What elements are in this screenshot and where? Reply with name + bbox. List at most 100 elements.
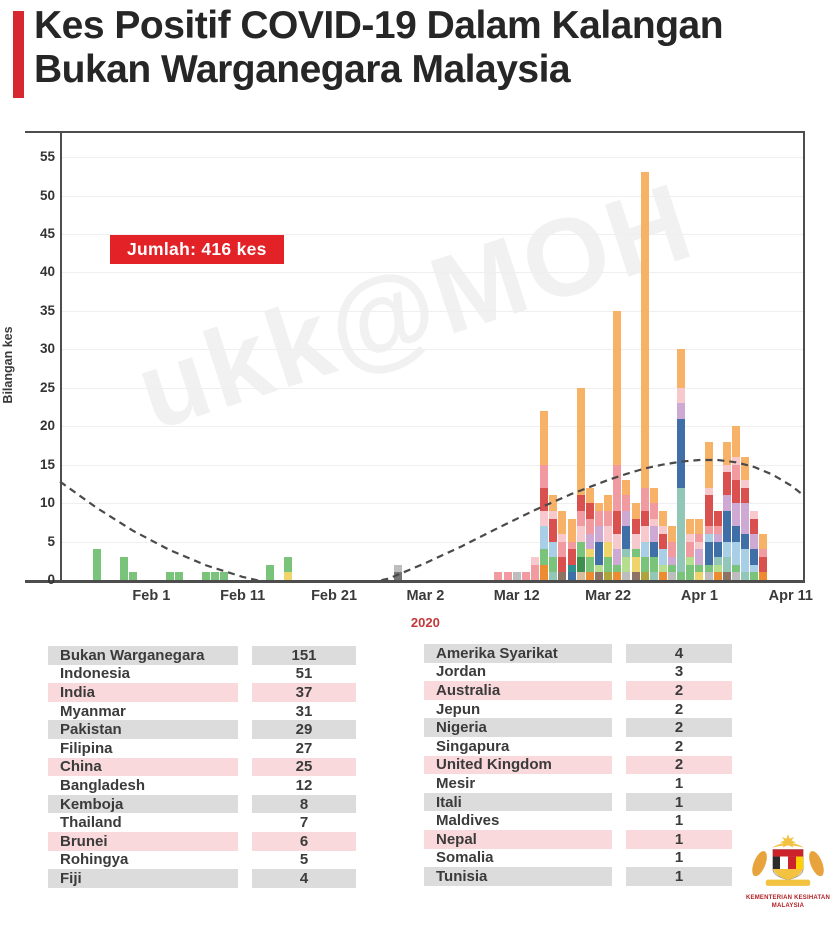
chart-bar xyxy=(750,510,759,580)
bar-segment xyxy=(558,510,567,534)
count-cell: 2 xyxy=(626,718,732,737)
table-row: Myanmar 31 xyxy=(48,701,356,721)
gridline xyxy=(62,272,803,274)
bar-segment xyxy=(731,426,740,457)
bar-segment xyxy=(731,572,740,580)
y-tick-label: 25 xyxy=(39,379,55,395)
gridline xyxy=(62,157,803,159)
bar-segment xyxy=(658,510,667,527)
bar-segment xyxy=(549,518,558,542)
bar-segment xyxy=(640,172,649,488)
bar-segment xyxy=(750,572,759,580)
gridline xyxy=(62,310,803,312)
bar-segment xyxy=(695,518,704,534)
chart-bar xyxy=(677,349,686,580)
count-cell: 4 xyxy=(626,644,732,663)
bar-segment xyxy=(631,518,640,534)
bar-segment xyxy=(604,526,613,542)
bar-segment xyxy=(731,457,740,465)
chart-bar xyxy=(266,564,275,580)
bar-segment xyxy=(741,480,750,488)
x-tick-label: Mar 22 xyxy=(585,588,632,604)
count-cell: 1 xyxy=(626,774,732,793)
bar-segment xyxy=(567,541,576,550)
chart-bar xyxy=(211,572,220,580)
chart-bar xyxy=(759,533,768,580)
bar-segment xyxy=(585,533,594,550)
bar-segment xyxy=(677,487,686,573)
country-cell: Amerika Syarikat xyxy=(424,644,612,663)
chart-bar xyxy=(531,556,540,580)
bar-segment xyxy=(750,564,759,573)
count-cell: 25 xyxy=(252,757,356,777)
bar-segment xyxy=(713,572,722,580)
bar-segment xyxy=(741,457,750,481)
bar-segment xyxy=(576,387,585,496)
bar-segment xyxy=(531,556,540,565)
bar-segment xyxy=(512,572,521,580)
country-cell: Thailand xyxy=(48,813,238,832)
bar-segment xyxy=(759,572,768,580)
bar-segment xyxy=(613,564,622,573)
count-cell: 51 xyxy=(252,664,356,684)
table-row: Thailand 7 xyxy=(48,813,356,832)
bar-segment xyxy=(750,510,759,519)
bar-segment xyxy=(759,549,768,557)
page-title: Kes Positif COVID-19 Dalam Kalangan Buka… xyxy=(34,4,824,92)
bar-segment xyxy=(722,472,731,496)
bar-segment xyxy=(695,572,704,580)
bar-segment xyxy=(174,572,183,580)
bar-segment xyxy=(713,541,722,557)
bar-segment xyxy=(649,503,658,519)
bar-segment xyxy=(622,495,631,511)
bar-segment xyxy=(649,541,658,557)
table-row: Amerika Syarikat 4 xyxy=(424,644,732,663)
country-cell: United Kingdom xyxy=(424,755,612,775)
y-tick-label: 10 xyxy=(39,495,55,511)
y-axis-label: Bilangan kes xyxy=(1,326,15,404)
bar-segment xyxy=(713,526,722,534)
bar-segment xyxy=(540,510,549,527)
bar-segment xyxy=(202,572,211,580)
title-accent-bar xyxy=(13,11,24,98)
table-row: Filipina 27 xyxy=(48,738,356,758)
bar-segment xyxy=(594,541,603,565)
bar-segment xyxy=(585,549,594,557)
bar-segment xyxy=(640,510,649,527)
table-row: Tunisia 1 xyxy=(424,867,732,886)
bar-segment xyxy=(741,549,750,573)
gridline xyxy=(62,387,803,389)
bar-segment xyxy=(649,518,658,527)
bar-segment xyxy=(640,526,649,542)
bar-segment xyxy=(649,556,658,573)
chart-bar xyxy=(668,526,677,580)
bar-segment xyxy=(521,572,530,580)
bar-segment xyxy=(631,572,640,580)
bar-segment xyxy=(759,556,768,573)
chart-bar xyxy=(741,457,750,580)
x-tick-label: Feb 1 xyxy=(132,588,171,604)
x-tick-label: Mar 2 xyxy=(406,588,445,604)
country-cell: Pakistan xyxy=(48,720,238,739)
bar-segment xyxy=(622,480,631,496)
table-row: Kemboja 8 xyxy=(48,794,356,814)
chart-bar xyxy=(174,572,183,580)
country-cell: Somalia xyxy=(424,848,612,868)
y-tick-label: 0 xyxy=(47,572,55,587)
chart-bar xyxy=(658,510,667,580)
bar-segment xyxy=(686,533,695,542)
bar-segment xyxy=(631,503,640,519)
bar-segment xyxy=(576,510,585,527)
country-cell: Tunisia xyxy=(424,867,612,886)
bar-segment xyxy=(567,518,576,542)
bar-segment xyxy=(622,549,631,557)
x-tick-label: Apr 1 xyxy=(680,588,718,604)
bar-segment xyxy=(119,556,128,580)
count-cell: 5 xyxy=(252,850,356,870)
chart-bar xyxy=(165,572,174,580)
bar-segment xyxy=(613,549,622,565)
bar-segment xyxy=(731,480,740,504)
gridline xyxy=(62,233,803,235)
chart-bar xyxy=(512,572,521,580)
